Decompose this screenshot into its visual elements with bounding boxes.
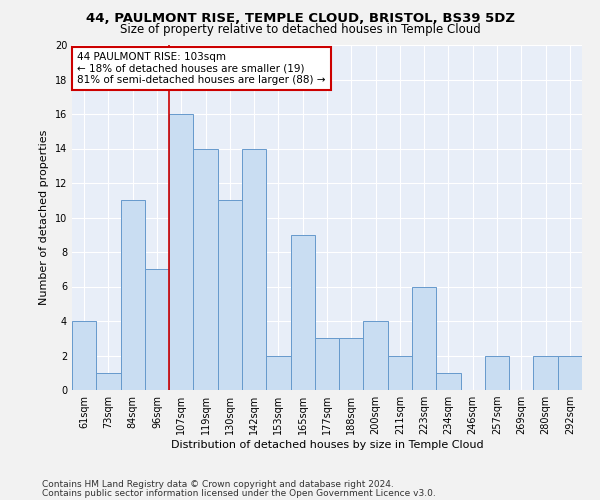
Bar [533,356,558,390]
Bar [485,356,509,390]
Text: Size of property relative to detached houses in Temple Cloud: Size of property relative to detached ho… [119,22,481,36]
Bar [315,338,339,390]
Bar [121,200,145,390]
Bar [364,321,388,390]
Bar [412,286,436,390]
Bar [339,338,364,390]
Bar [558,356,582,390]
Y-axis label: Number of detached properties: Number of detached properties [39,130,49,305]
Bar [145,269,169,390]
Text: 44 PAULMONT RISE: 103sqm
← 18% of detached houses are smaller (19)
81% of semi-d: 44 PAULMONT RISE: 103sqm ← 18% of detach… [77,52,326,85]
Bar [169,114,193,390]
Bar [218,200,242,390]
Bar [96,373,121,390]
Bar [266,356,290,390]
Bar [436,373,461,390]
Text: 44, PAULMONT RISE, TEMPLE CLOUD, BRISTOL, BS39 5DZ: 44, PAULMONT RISE, TEMPLE CLOUD, BRISTOL… [86,12,515,26]
Text: Contains public sector information licensed under the Open Government Licence v3: Contains public sector information licen… [42,488,436,498]
Bar [290,235,315,390]
Bar [388,356,412,390]
Bar [242,148,266,390]
Bar [72,321,96,390]
Text: Contains HM Land Registry data © Crown copyright and database right 2024.: Contains HM Land Registry data © Crown c… [42,480,394,489]
X-axis label: Distribution of detached houses by size in Temple Cloud: Distribution of detached houses by size … [170,440,484,450]
Bar [193,148,218,390]
